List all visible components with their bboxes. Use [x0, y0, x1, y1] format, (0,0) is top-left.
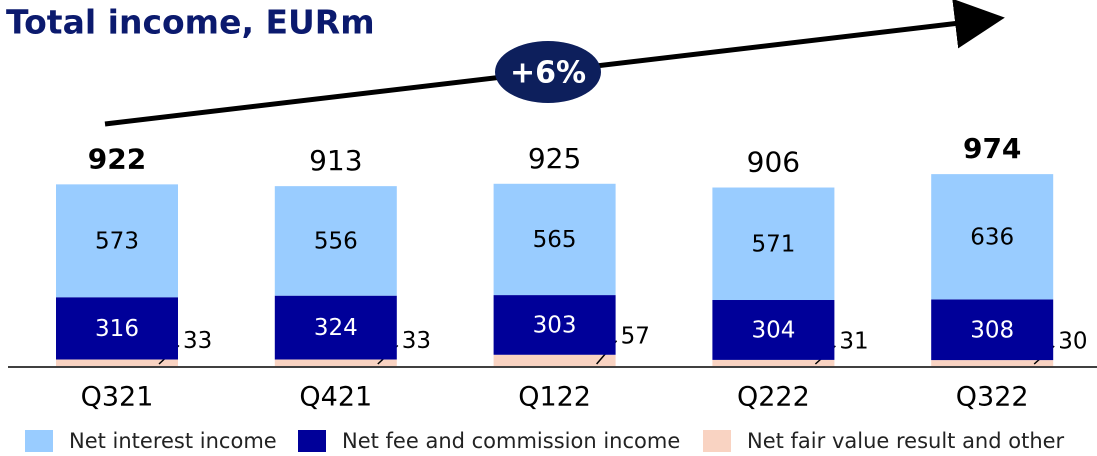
value-label: 556 [314, 228, 358, 254]
value-label: 571 [751, 231, 795, 257]
x-tick-label: Q321 [81, 382, 154, 413]
bar-segment [931, 174, 1054, 300]
value-label: 304 [751, 317, 795, 343]
total-label: 922 [88, 142, 146, 175]
bar-segment [56, 359, 178, 366]
bar-segment [712, 359, 835, 366]
chart-title: Total income, EURm [6, 3, 375, 42]
x-tick-label: Q421 [299, 382, 372, 413]
value-label: 57 [621, 323, 650, 349]
legend-label: Net fee and commission income [342, 429, 680, 453]
value-label: 33 [183, 328, 212, 354]
value-label: 565 [533, 227, 577, 253]
bar-segment [931, 299, 1054, 361]
legend-label: Net interest income [69, 429, 277, 453]
total-label: 913 [309, 144, 362, 177]
x-tick-label: Q222 [737, 382, 810, 413]
legend-label: Net fair value result and other [747, 429, 1065, 453]
bar-segment [493, 183, 616, 296]
bar-segment [712, 187, 835, 301]
bar-segment [712, 300, 835, 360]
bar-segment [274, 295, 397, 360]
value-label: 316 [95, 316, 139, 342]
total-label: 925 [528, 142, 581, 175]
total-label: 906 [747, 146, 800, 179]
value-label: 31 [839, 328, 868, 354]
value-label: 303 [533, 312, 577, 338]
total-label: 974 [963, 132, 1021, 165]
bar-segment [274, 359, 397, 366]
legend-swatch [25, 430, 53, 452]
x-tick-label: Q122 [518, 382, 591, 413]
value-label: 33 [402, 328, 431, 354]
value-label: 308 [970, 317, 1014, 343]
bar-segment [56, 297, 178, 360]
growth-badge [495, 41, 601, 103]
value-label: 573 [95, 228, 139, 254]
value-label: 324 [314, 315, 358, 341]
value-label: 30 [1058, 329, 1087, 355]
bar-segment [493, 295, 616, 355]
legend-swatch [703, 430, 731, 452]
bar-segment [931, 360, 1054, 366]
bar-segment [56, 184, 178, 298]
bar-segment [274, 186, 397, 296]
bar-segment [493, 354, 616, 366]
value-label: 636 [970, 224, 1014, 250]
growth-label: +6% [510, 56, 586, 91]
x-tick-label: Q322 [956, 382, 1029, 413]
legend-swatch [298, 430, 326, 452]
